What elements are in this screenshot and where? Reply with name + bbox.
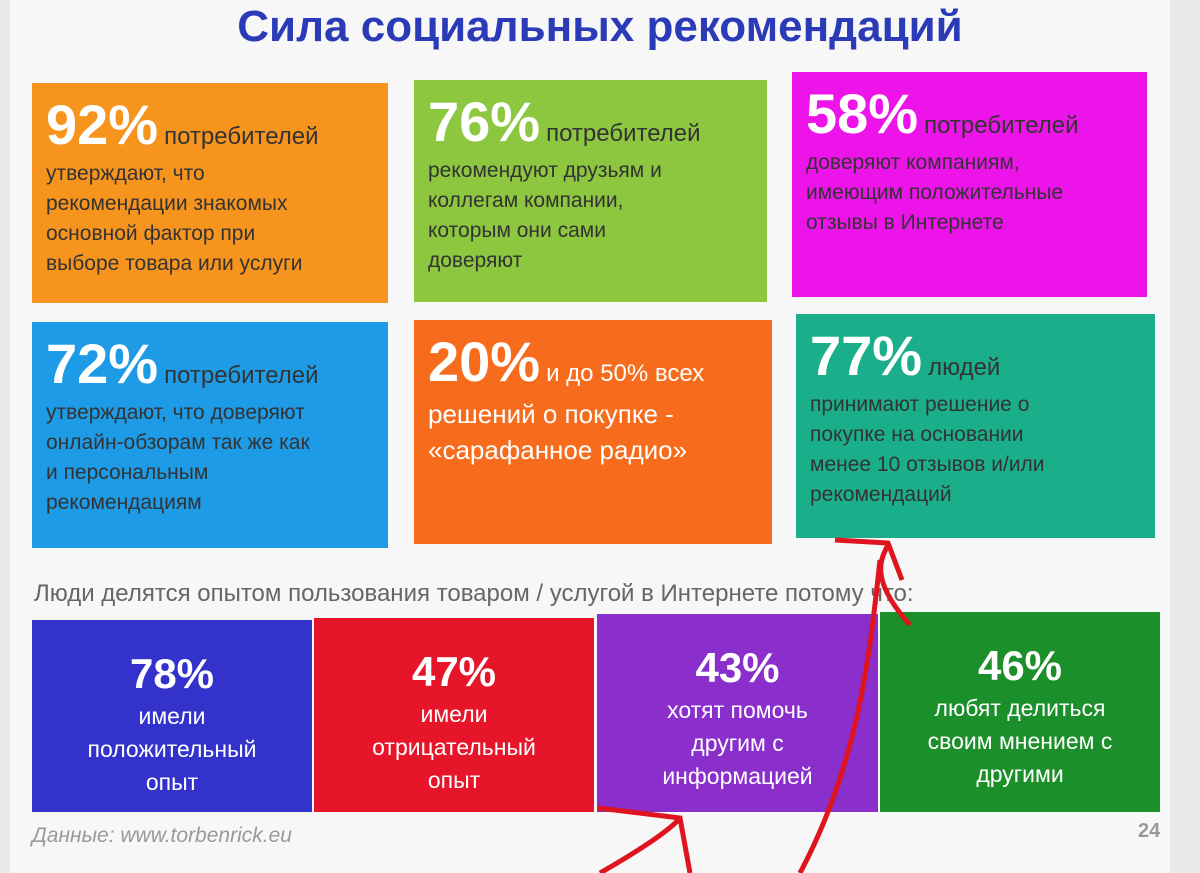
source: Данные: www.torbenrick.eu (32, 824, 292, 847)
tile-text: доверяют компаниям, (806, 151, 1020, 174)
reason-text: положительный (87, 736, 257, 762)
tile-text: рекомендаций (810, 483, 952, 506)
subtitle: Люди делятся опытом пользования товаром … (34, 580, 914, 607)
lead-text: и до 50% всех (546, 360, 705, 387)
tile-heading: 77% людей (810, 328, 1141, 384)
tile-text: основной фактор при (46, 222, 256, 245)
lead-text: потребителей (924, 112, 1079, 139)
percent: 78% (129, 650, 215, 697)
tile-text: рекомендациям (46, 491, 202, 514)
reason-text: своим мнением с (927, 728, 1113, 754)
reason-tile: 46% любят делиться своим мнением с другими (880, 612, 1160, 812)
stat-tile: 20% и до 50% всех решений о покупке - «сара… (414, 320, 772, 544)
tile-text: утверждают, что доверяют (46, 401, 305, 424)
tile-heading: 72% потребителей (46, 336, 374, 392)
lead-text: потребителей (164, 123, 319, 150)
page-number: 24 (1138, 820, 1161, 842)
reason-text: опыт (427, 767, 481, 793)
reason-text: хотят помочь (667, 697, 808, 723)
lead-text: потребителей (164, 362, 319, 389)
reason-text: имели (420, 701, 488, 727)
percent: 77% (810, 324, 923, 387)
tile-text: выборе товара или услуги (46, 252, 303, 275)
reason-text: другим с (691, 730, 784, 756)
lead-text: потребителей (546, 120, 701, 147)
percent: 20% (428, 330, 541, 393)
tile-text: рекомендуют друзьям и (428, 159, 662, 182)
reason-text: любят делиться (934, 695, 1106, 721)
reason-tile: 47% имели отрицательный опыт (314, 618, 594, 812)
tile-text: которым они сами (428, 219, 606, 242)
tile-text: менее 10 отзывов и/или (810, 453, 1045, 476)
reason-text: отрицательный (372, 734, 536, 760)
tile-heading: 76% потребителей (428, 94, 753, 150)
percent: 72% (46, 332, 159, 395)
stat-tile: 77% людей принимают решение о покупке на ос… (796, 314, 1155, 538)
stat-tile: 92% потребителей утверждают, что рекомендац… (32, 83, 388, 303)
slide: Сила социальных рекомендаций Люди делятс… (10, 0, 1170, 873)
tile-heading: 92% потребителей (46, 97, 374, 153)
tile-heading: 58% потребителей (806, 86, 1133, 142)
tile-text: имеющим положительные (806, 181, 1064, 204)
percent: 46% (977, 642, 1063, 689)
percent: 47% (411, 648, 497, 695)
tile-heading: 20% и до 50% всех (428, 334, 758, 390)
tile-text: доверяют (428, 249, 523, 272)
reason-text: имели (138, 703, 206, 729)
tile-text: онлайн-обзорам так же как (46, 431, 310, 454)
reason-text: информацией (662, 763, 813, 789)
tile-text: «сарафанное радио» (428, 435, 688, 465)
percent: 58% (806, 82, 919, 145)
reason-text: другими (976, 761, 1064, 787)
tile-text: утверждают, что (46, 162, 205, 185)
reason-text: опыт (145, 769, 199, 795)
tile-text: принимают решение о (810, 393, 1030, 416)
reason-tile: 78% имели положительный опыт (32, 620, 312, 812)
stat-tile: 58% потребителей доверяют компаниям, имеющи… (792, 72, 1147, 297)
stat-tile: 76% потребителей рекомендуют друзьям и колл… (414, 80, 767, 302)
stat-tile: 72% потребителей утверждают, что доверяют о… (32, 322, 388, 548)
percent: 92% (46, 93, 159, 156)
tile-text: и персональным (46, 461, 209, 484)
reason-tile: 43% хотят помочь другим с информацией (597, 614, 878, 812)
tile-text: коллегам компании, (428, 189, 624, 212)
tile-text: рекомендации знакомых (46, 192, 288, 215)
tile-text: покупке на основании (810, 423, 1024, 446)
tile-text: отзывы в Интернете (806, 211, 1004, 234)
title: Сила социальных рекомендаций (237, 2, 963, 51)
lead-text: людей (928, 354, 1001, 381)
percent: 76% (428, 90, 541, 153)
percent: 43% (695, 644, 780, 691)
tile-text: решений о покупке - (428, 399, 674, 429)
